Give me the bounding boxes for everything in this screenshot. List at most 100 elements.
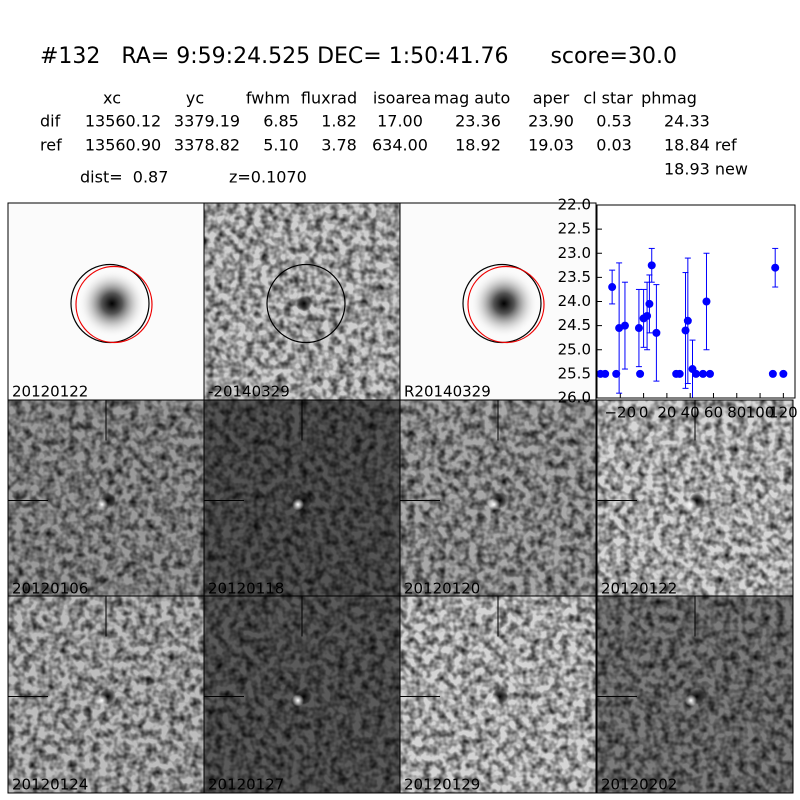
chart-frame [596,204,796,399]
x-tick-label: −20 [604,404,636,422]
table-cell: 634.00 [372,136,428,155]
panel-label: 20120202 [601,776,677,794]
panel-frame [596,595,794,794]
y-tick-label: 25.5 [558,364,591,382]
point [705,369,714,378]
table-cell: 17.00 [377,112,423,131]
point [634,324,643,333]
column-header: cl star [583,89,633,108]
panel-label: 20120122 [601,580,677,598]
table-cell: 18.92 [455,136,501,155]
x-tick-label: 20 [657,404,676,422]
point [771,263,780,272]
point [675,369,684,378]
panel-label: -20140329 [208,383,290,401]
chart-bg [597,205,795,398]
column-header: xc [103,89,121,108]
column-header: yc [186,89,204,108]
x-tick-label: 0 [639,404,649,422]
residual [96,498,108,511]
table-cell: 3379.19 [174,112,240,131]
new-circle [75,265,153,344]
residual [292,694,304,707]
panel-label: 20120129 [404,776,480,794]
table-cell: 6.85 [263,112,299,131]
x-tick-label: 80 [727,404,746,422]
y-tick-label: 23.5 [558,268,591,286]
dist: dist= 0.87 [80,168,168,187]
table-cell: 23.90 [528,112,574,131]
point [612,369,621,378]
point [779,369,788,378]
point [645,299,654,308]
y-tick-label: 24.0 [558,292,591,310]
source [78,269,146,338]
row-label: dif [40,112,61,131]
panel-frame [399,595,597,794]
table-cell: 0.53 [596,112,632,131]
point [620,321,629,330]
point [601,369,610,378]
point [768,369,777,378]
aperture [266,263,346,344]
point [692,369,700,378]
panel-label: 20120124 [12,776,88,794]
residual [488,498,500,511]
y-tick-label: 26.0 [558,389,591,407]
light-curve: 22.0 22.5 23.0 23.5 24.0 24.5 25.0 25.5 26.0 −20 0… [558,196,798,422]
table-cell: 5.10 [263,136,299,155]
x-tick-label: 60 [704,404,723,422]
table-cell: 3.78 [321,136,357,155]
point [647,261,656,270]
x-tick-label: 120 [769,404,798,422]
panel-label: 20120118 [208,580,284,598]
residual [685,498,697,511]
panel-label: R20140329 [404,383,491,401]
table-cell: 23.36 [455,112,501,131]
point [608,283,617,292]
table-cell: 13560.90 [85,136,161,155]
title: #132 RA= 9:59:24.525 DEC= 1:50:41.76 sco… [40,44,677,69]
panel-label: 20120106 [12,580,88,598]
y-tick-label: 22.0 [558,196,591,214]
residual [96,694,108,707]
column-header: mag auto [434,89,511,108]
row-label: ref [40,136,62,155]
redshift: z=0.1070 [229,168,307,187]
point [652,328,661,337]
table-cell: 18.84 ref [664,136,737,155]
y-tick-label: 22.5 [558,220,591,238]
table-cell: 24.33 [664,112,710,131]
column-header: phmag [641,89,697,108]
table-cell: 19.03 [528,136,574,155]
column-header: isoarea [373,89,431,108]
source [296,295,312,312]
y-tick-label: 25.0 [558,340,591,358]
image-panels: 20120122 -20140329 R20140329 20120106 201201… [7,202,794,794]
column-header: fwhm [246,89,290,108]
residual [292,498,304,511]
point [636,369,645,378]
x-tick-label: 100 [746,404,775,422]
panel-label: 20120122 [12,383,88,401]
y-tick-label: 24.5 [558,316,591,334]
table-cell: 1.82 [321,112,357,131]
point [698,369,707,378]
residual [488,694,500,707]
panel-label: 20120120 [404,580,480,598]
point [702,297,711,306]
table-cell: 13560.12 [85,112,161,131]
x-tick-label: 40 [681,404,700,422]
residual [685,694,697,707]
column-header: aper [533,89,570,108]
y-tick-label: 23.0 [558,244,591,262]
table-cell: 0.03 [596,136,632,155]
point [683,316,692,325]
new-circle [467,265,545,344]
phmag-new: 18.93 new [664,160,748,179]
column-header: fluxrad [301,89,357,108]
panel-label: 20120127 [208,776,284,794]
source [470,269,538,338]
